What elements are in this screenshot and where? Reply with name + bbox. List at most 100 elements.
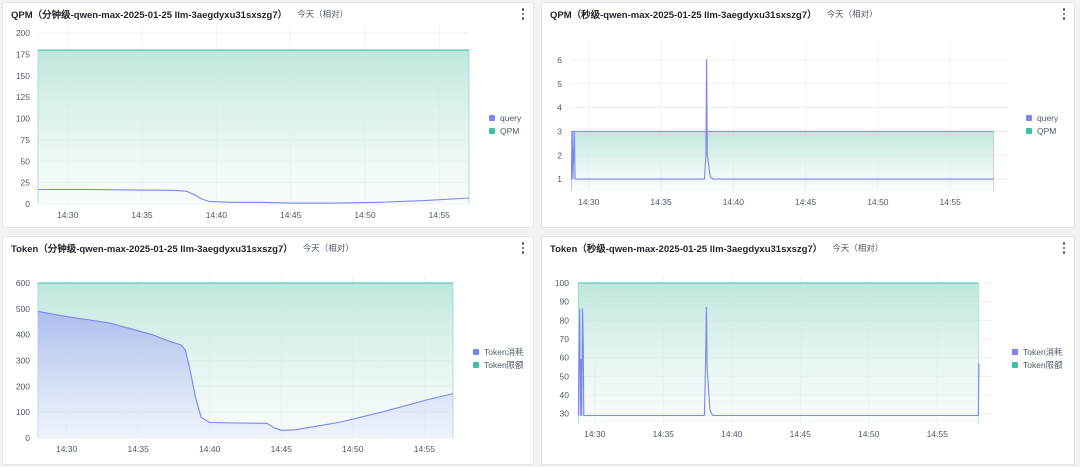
x-tick-label: 14:55 (927, 429, 949, 439)
panel-title: QPM（分钟级-qwen-max-2025-01-25 llm-3aegdyxu… (11, 10, 288, 21)
y-tick-label: 75 (21, 135, 31, 145)
x-tick-label: 14:50 (867, 197, 889, 207)
y-tick-label: 300 (16, 356, 30, 366)
legend-item[interactable]: query (489, 111, 521, 124)
panel-header: Token（秒级-qwen-max-2025-01-25 llm-3aegdyx… (542, 237, 1074, 259)
legend-item[interactable]: QPM (489, 124, 521, 137)
panel-header: Token（分钟级-qwen-max-2025-01-25 llm-3aegdy… (3, 237, 533, 259)
y-tick-label: 150 (16, 71, 30, 81)
x-tick-label: 14:35 (128, 444, 150, 454)
chart-token-second: 30 40 50 60 70 80 90 100 14:30 14:35 14:40 14:45 14:… (555, 275, 992, 439)
y-tick-label: 600 (16, 278, 30, 288)
y-tick-label: 6 (557, 55, 562, 65)
legend-label: query (500, 112, 522, 123)
x-tick-label: 14:35 (650, 197, 672, 207)
chart-legend: Token消耗 Token限额 (1012, 345, 1063, 371)
x-tick-label: 14:55 (429, 210, 451, 220)
series-area-QPM (38, 50, 469, 204)
legend-label: Token限额 (484, 359, 524, 370)
chart-token-minute: 0 100 200 300 400 500 600 14:30 14:35 14:40 14:45 1… (16, 275, 454, 454)
more-options-icon[interactable] (1058, 241, 1070, 255)
y-tick-label: 25 (21, 178, 31, 188)
x-tick-label: 14:35 (131, 210, 153, 220)
y-tick-label: 100 (555, 278, 569, 288)
legend-label: QPM (500, 125, 520, 136)
x-tick-label: 14:50 (342, 444, 364, 454)
y-tick-label: 60 (560, 353, 570, 363)
x-tick-label: 14:40 (721, 429, 743, 439)
chart-qpm-minute: 0 25 50 75 100 125 150 175 200 14:30 14:35 14:40 14:… (16, 25, 470, 220)
y-tick-label: 90 (560, 297, 570, 307)
legend-item[interactable]: Token限额 (473, 358, 524, 371)
legend-swatch (473, 348, 479, 355)
legend-label: Token限额 (1023, 359, 1063, 370)
y-tick-label: 5 (557, 79, 562, 89)
panel-qpm-minute: QPM（分钟级-qwen-max-2025-01-25 llm-3aegdyxu… (2, 2, 534, 228)
y-tick-label: 100 (16, 114, 30, 124)
legend-label: QPM (1037, 125, 1057, 136)
chart-qpm-second: 1 2 3 4 5 6 14:30 14:35 14:40 14:45 14:50 14:55 (557, 40, 1008, 207)
y-tick-label: 30 (560, 409, 570, 419)
x-tick-label: 14:45 (790, 429, 812, 439)
legend-swatch (489, 114, 495, 121)
panel-token-minute: Token（分钟级-qwen-max-2025-01-25 llm-3aegdy… (2, 236, 534, 465)
y-tick-label: 70 (560, 334, 570, 344)
legend-item[interactable]: Token限额 (1012, 358, 1063, 371)
legend-item[interactable]: query (1026, 111, 1058, 124)
legend-item[interactable]: QPM (1026, 124, 1058, 137)
x-tick-label: 14:50 (354, 210, 376, 220)
y-tick-label: 50 (21, 156, 31, 166)
panel-token-second: Token（秒级-qwen-max-2025-01-25 llm-3aegdyx… (541, 236, 1075, 465)
legend-label: query (1037, 112, 1059, 123)
time-range-label: 今天（相对） (832, 243, 884, 253)
y-tick-label: 200 (16, 28, 30, 38)
y-tick-label: 400 (16, 330, 30, 340)
series-line-Token消耗[interactable] (577, 306, 980, 417)
legend-swatch (1012, 361, 1018, 368)
series-area-Token限额 (578, 283, 979, 423)
more-options-icon[interactable] (517, 7, 529, 21)
legend-item[interactable]: Token消耗 (1012, 345, 1063, 358)
legend-swatch (489, 127, 495, 134)
legend-item[interactable]: Token消耗 (473, 345, 524, 358)
y-tick-label: 50 (560, 371, 570, 381)
x-tick-label: 14:30 (578, 197, 600, 207)
legend-swatch (473, 361, 479, 368)
x-tick-label: 14:55 (940, 197, 962, 207)
x-tick-label: 14:45 (280, 210, 302, 220)
y-tick-label: 3 (557, 126, 562, 136)
y-tick-label: 125 (16, 92, 30, 102)
series-line-query[interactable] (570, 59, 994, 180)
legend-swatch (1026, 127, 1032, 134)
chart-legend: query QPM (1026, 111, 1058, 137)
panel-header: QPM（秒级-qwen-max-2025-01-25 llm-3aegdyxu3… (542, 3, 1074, 25)
x-tick-label: 14:55 (414, 444, 436, 454)
time-range-label: 今天（相对） (302, 243, 354, 253)
time-range-label: 今天（相对） (826, 9, 878, 19)
x-tick-label: 14:30 (56, 444, 78, 454)
more-options-icon[interactable] (1058, 7, 1070, 21)
more-options-icon[interactable] (517, 241, 529, 255)
legend-swatch (1026, 114, 1032, 121)
time-range-label: 今天（相对） (297, 9, 349, 19)
x-tick-label: 14:40 (199, 444, 221, 454)
x-tick-label: 14:45 (795, 197, 817, 207)
x-tick-label: 14:35 (653, 429, 675, 439)
y-tick-label: 80 (560, 315, 570, 325)
x-tick-label: 14:45 (271, 444, 293, 454)
y-tick-label: 4 (557, 103, 562, 113)
series-area-QPM (571, 131, 994, 191)
series-line-Token消耗[interactable] (37, 310, 454, 431)
y-tick-label: 100 (16, 407, 30, 417)
legend-label: Token消耗 (1023, 346, 1063, 357)
y-tick-label: 2 (557, 150, 562, 160)
x-tick-label: 14:40 (206, 210, 228, 220)
x-tick-label: 14:30 (584, 429, 606, 439)
series-line-query[interactable] (38, 188, 470, 204)
legend-label: Token消耗 (484, 346, 524, 357)
x-tick-label: 14:40 (723, 197, 745, 207)
panel-title: Token（秒级-qwen-max-2025-01-25 llm-3aegdyx… (550, 244, 823, 255)
y-tick-label: 175 (16, 49, 30, 59)
chart-legend: query QPM (489, 111, 521, 137)
y-tick-label: 40 (560, 390, 570, 400)
